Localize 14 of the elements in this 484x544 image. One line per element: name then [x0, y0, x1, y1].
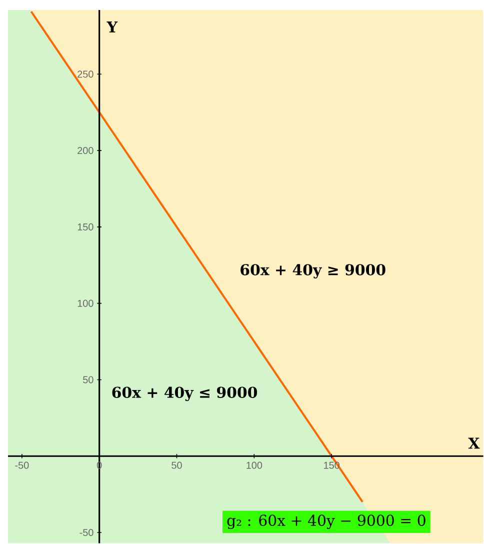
y-axis-title: Y: [106, 21, 118, 32]
annotation: 60x + 40y ≤ 9000: [112, 386, 257, 402]
x-tick-label: -50: [15, 462, 29, 469]
y-tick-label: 100: [78, 300, 94, 307]
annotation: g₂ : 60x + 40y − 9000 = 0: [227, 514, 426, 530]
y-tick-label: 200: [78, 147, 94, 154]
x-tick-label: 100: [246, 462, 262, 469]
x-tick-label: 50: [172, 462, 182, 469]
y-tick-label: 250: [78, 70, 94, 78]
annotation: 60x + 40y ≥ 9000: [240, 264, 386, 278]
y-tick-label: 150: [78, 223, 94, 230]
y-tick-label: -50: [80, 528, 94, 536]
y-tick-label: 50: [83, 376, 94, 384]
x-axis-title: X: [468, 438, 480, 449]
